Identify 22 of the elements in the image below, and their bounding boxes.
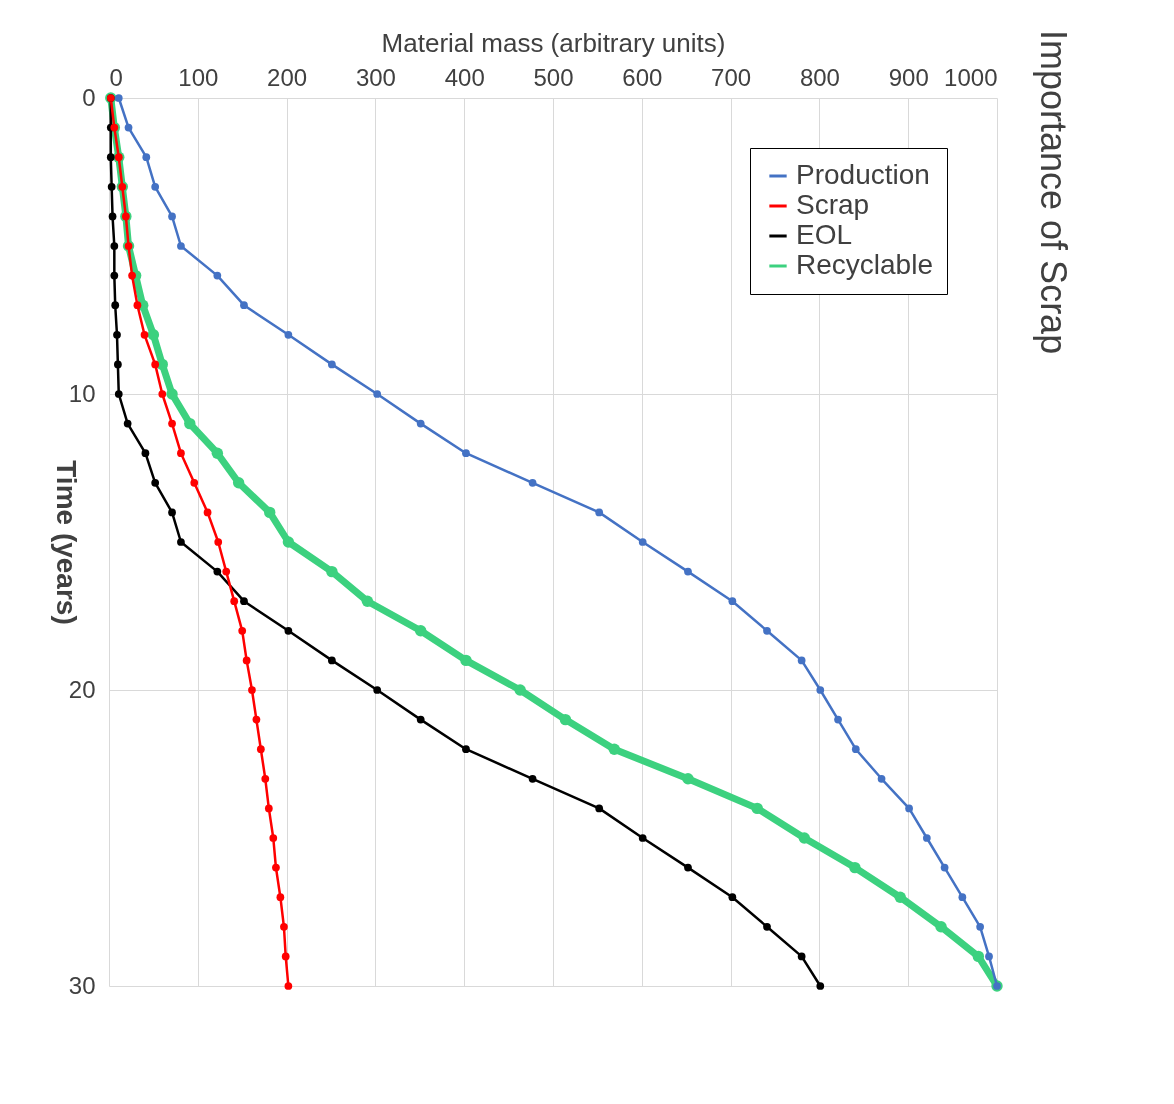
- legend-label: Scrap: [796, 189, 870, 220]
- x-tick-label: 100: [178, 63, 219, 91]
- x-tick-label: 600: [622, 63, 663, 91]
- legend-label: Production: [796, 159, 930, 190]
- x-axis-title: Material mass (arbitrary units): [381, 27, 726, 58]
- x-tick-label: 800: [799, 63, 840, 91]
- x-tick-label: 500: [533, 63, 574, 91]
- text: Importance of Scrap: [1032, 30, 1074, 355]
- x-tick-label: 400: [444, 63, 485, 91]
- x-tick-label: 1000: [944, 63, 998, 91]
- y-tick-label: 20: [68, 675, 96, 703]
- y-tick-label: 0: [82, 83, 96, 111]
- y-axis-title: Time (years): [50, 460, 82, 625]
- legend-label: Recyclable: [796, 249, 933, 280]
- y-tick-label: 10: [68, 379, 96, 407]
- x-tick-label: 900: [888, 63, 929, 91]
- y-tick-label: 30: [68, 971, 96, 999]
- x-tick-label: 0: [109, 63, 123, 91]
- x-tick-label: 700: [711, 63, 752, 91]
- legend-label: EOL: [796, 219, 853, 250]
- x-tick-label: 200: [267, 63, 308, 91]
- x-tick-label: 300: [355, 63, 396, 91]
